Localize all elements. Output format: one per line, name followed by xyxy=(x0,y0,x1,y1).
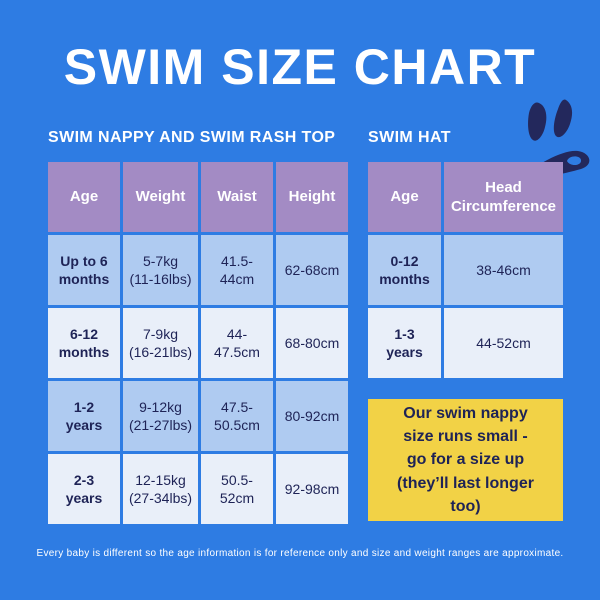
nappy-row4-waist: 50.5- 52cm xyxy=(201,454,273,524)
nappy-row2-weight: 7-9kg (16-21lbs) xyxy=(123,308,198,378)
nappy-row1-weight: 5-7kg (11-16lbs) xyxy=(123,235,198,305)
hat-section: SWIM HAT Age Head Circumference 0-12 mon… xyxy=(368,129,563,521)
hat-row2-age: 1-3 years xyxy=(368,308,441,378)
nappy-row1-waist: 41.5- 44cm xyxy=(201,235,273,305)
nappy-section-title: SWIM NAPPY AND SWIM RASH TOP xyxy=(48,129,336,146)
hat-row1-head: 38-46cm xyxy=(444,235,563,305)
hat-table: Age Head Circumference 0-12 months 38-46… xyxy=(368,162,563,378)
size-note: Our swim nappy size runs small - go for … xyxy=(368,399,563,521)
page-title: SWIM SIZE CHART xyxy=(63,39,537,95)
nappy-row3-waist: 47.5- 50.5cm xyxy=(201,381,273,451)
nappy-section: SWIM NAPPY AND SWIM RASH TOP Age Weight … xyxy=(48,129,348,524)
nappy-row2-waist: 44- 47.5cm xyxy=(201,308,273,378)
nappy-row1-age: Up to 6 months xyxy=(48,235,120,305)
nappy-row3-height: 80-92cm xyxy=(276,381,348,451)
hat-header-age: Age xyxy=(368,162,441,232)
hat-section-title: SWIM HAT xyxy=(368,129,451,146)
hat-header-head: Head Circumference xyxy=(444,162,563,232)
nappy-row3-age: 1-2 years xyxy=(48,381,120,451)
nappy-row2-age: 6-12 months xyxy=(48,308,120,378)
hat-row1-age: 0-12 months xyxy=(368,235,441,305)
nappy-table: Age Weight Waist Height Up to 6 months 5… xyxy=(48,162,348,524)
nappy-row3-weight: 9-12kg (21-27lbs) xyxy=(123,381,198,451)
nappy-row4-height: 92-98cm xyxy=(276,454,348,524)
nappy-header-waist: Waist xyxy=(201,162,273,232)
disclaimer-text: Every baby is different so the age infor… xyxy=(36,548,564,559)
tables-area: SWIM NAPPY AND SWIM RASH TOP Age Weight … xyxy=(48,129,563,524)
nappy-header-height: Height xyxy=(276,162,348,232)
nappy-row2-height: 68-80cm xyxy=(276,308,348,378)
nappy-header-weight: Weight xyxy=(123,162,198,232)
nappy-row1-height: 62-68cm xyxy=(276,235,348,305)
nappy-row4-age: 2-3 years xyxy=(48,454,120,524)
hat-row2-head: 44-52cm xyxy=(444,308,563,378)
nappy-row4-weight: 12-15kg (27-34lbs) xyxy=(123,454,198,524)
nappy-header-age: Age xyxy=(48,162,120,232)
